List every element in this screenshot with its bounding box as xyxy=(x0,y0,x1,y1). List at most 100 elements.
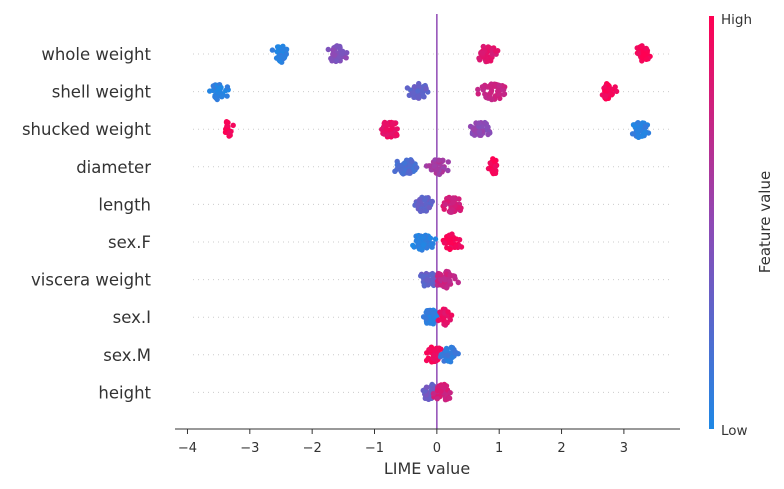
data-point xyxy=(495,87,501,94)
data-point xyxy=(475,86,481,93)
feature-points xyxy=(222,119,652,140)
x-tick-label: −3 xyxy=(240,441,259,456)
data-point xyxy=(424,350,430,356)
x-tick-label: 1 xyxy=(495,441,503,456)
data-point xyxy=(415,88,421,94)
data-point xyxy=(438,388,444,394)
data-point xyxy=(638,43,644,50)
data-point xyxy=(409,158,415,165)
data-point xyxy=(642,123,649,129)
data-point xyxy=(422,196,428,203)
data-point xyxy=(427,317,433,324)
feature-label: sex.I xyxy=(113,308,151,327)
feature-label: sex.M xyxy=(103,346,151,365)
data-point xyxy=(643,56,650,62)
data-point xyxy=(486,83,493,89)
data-point xyxy=(497,95,503,102)
data-point xyxy=(455,279,461,286)
data-point xyxy=(493,48,499,54)
data-point xyxy=(230,122,236,128)
data-point xyxy=(602,93,609,100)
data-point xyxy=(488,89,494,96)
x-tick-label: 0 xyxy=(433,441,441,456)
data-point xyxy=(275,44,282,50)
data-point xyxy=(269,47,276,53)
data-point xyxy=(475,91,481,97)
data-point xyxy=(434,396,440,402)
data-point xyxy=(392,168,398,174)
data-point xyxy=(434,167,440,173)
feature-points xyxy=(392,156,500,178)
data-point xyxy=(425,277,431,284)
data-point xyxy=(443,347,449,354)
data-point xyxy=(423,384,430,390)
data-point xyxy=(430,352,437,358)
data-point xyxy=(445,309,451,315)
data-point xyxy=(456,237,463,243)
data-point xyxy=(491,158,498,164)
feature-label: shucked weight xyxy=(22,120,152,139)
data-point xyxy=(443,319,450,326)
plot-area xyxy=(193,14,670,429)
data-point xyxy=(423,316,429,322)
x-axis: −4 −3 −2 −1 0 1 2 3 xyxy=(175,428,680,456)
data-point xyxy=(428,272,435,278)
data-point xyxy=(445,167,451,174)
data-point xyxy=(444,284,450,290)
data-point xyxy=(448,312,455,318)
colorbar-high-label: High xyxy=(721,12,752,28)
data-point xyxy=(441,206,447,212)
data-point xyxy=(629,131,636,137)
data-point xyxy=(438,346,444,352)
feature-label: shell weight xyxy=(52,83,152,102)
colorbar-low-label: Low xyxy=(721,423,748,439)
data-point xyxy=(489,51,495,57)
data-point xyxy=(426,163,432,169)
data-point xyxy=(415,202,421,208)
x-tick-label: −1 xyxy=(365,441,384,456)
data-point xyxy=(328,55,334,62)
data-point xyxy=(381,120,387,127)
data-point xyxy=(330,47,336,53)
data-point xyxy=(429,381,435,388)
data-point xyxy=(485,131,491,138)
data-point xyxy=(642,52,648,58)
data-point xyxy=(612,84,618,90)
feature-points xyxy=(412,194,464,215)
data-point xyxy=(446,395,453,401)
data-point xyxy=(606,86,612,93)
data-point xyxy=(404,85,411,91)
data-point xyxy=(635,120,641,126)
x-tick-label: 2 xyxy=(557,441,565,456)
data-point xyxy=(423,86,429,92)
data-point xyxy=(485,44,491,50)
data-point xyxy=(479,50,486,56)
data-point xyxy=(429,198,435,205)
data-point xyxy=(424,309,431,316)
data-point xyxy=(344,50,350,56)
data-point xyxy=(219,93,226,99)
data-point xyxy=(492,163,499,170)
data-point xyxy=(437,309,443,315)
data-point xyxy=(388,130,395,137)
colorbar: High Low Feature value xyxy=(709,12,774,439)
data-point xyxy=(445,358,451,364)
data-point xyxy=(442,201,449,208)
data-point xyxy=(430,391,437,397)
data-point xyxy=(484,124,491,130)
data-point xyxy=(613,88,620,95)
data-point xyxy=(427,235,434,241)
data-point xyxy=(425,282,431,288)
x-tick-label: 3 xyxy=(620,441,628,456)
data-point xyxy=(218,84,224,91)
data-point xyxy=(420,234,426,240)
data-point xyxy=(487,94,493,101)
data-point xyxy=(401,160,408,166)
data-point xyxy=(436,317,443,323)
feature-points xyxy=(423,344,461,365)
data-point xyxy=(447,209,453,215)
data-point xyxy=(390,120,396,127)
data-point xyxy=(411,94,417,101)
data-point xyxy=(226,130,233,136)
